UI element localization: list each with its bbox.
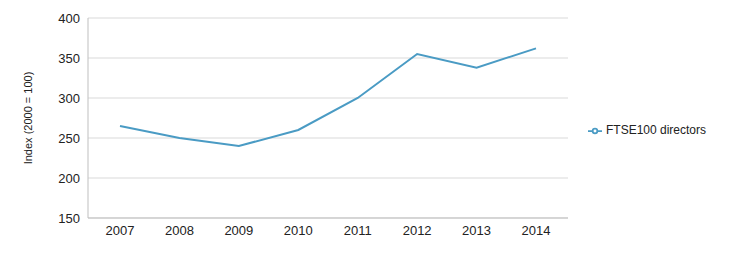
svg-text:2012: 2012	[403, 223, 432, 238]
svg-text:400: 400	[58, 11, 80, 26]
svg-text:300: 300	[58, 91, 80, 106]
svg-text:200: 200	[58, 171, 80, 186]
svg-text:2008: 2008	[165, 223, 194, 238]
svg-text:2014: 2014	[522, 223, 551, 238]
svg-text:2009: 2009	[224, 223, 253, 238]
svg-text:2007: 2007	[106, 223, 135, 238]
svg-text:150: 150	[58, 211, 80, 226]
svg-text:350: 350	[58, 51, 80, 66]
html-text:FTSE100 directors: FTSE100 directors	[606, 123, 706, 138]
svg-text:2013: 2013	[462, 223, 491, 238]
svg-text:250: 250	[58, 131, 80, 146]
svg-text:Index (2000 = 100): Index (2000 = 100)	[22, 72, 34, 165]
svg-text:2011: 2011	[344, 223, 372, 238]
svg-text:2010: 2010	[284, 223, 313, 238]
